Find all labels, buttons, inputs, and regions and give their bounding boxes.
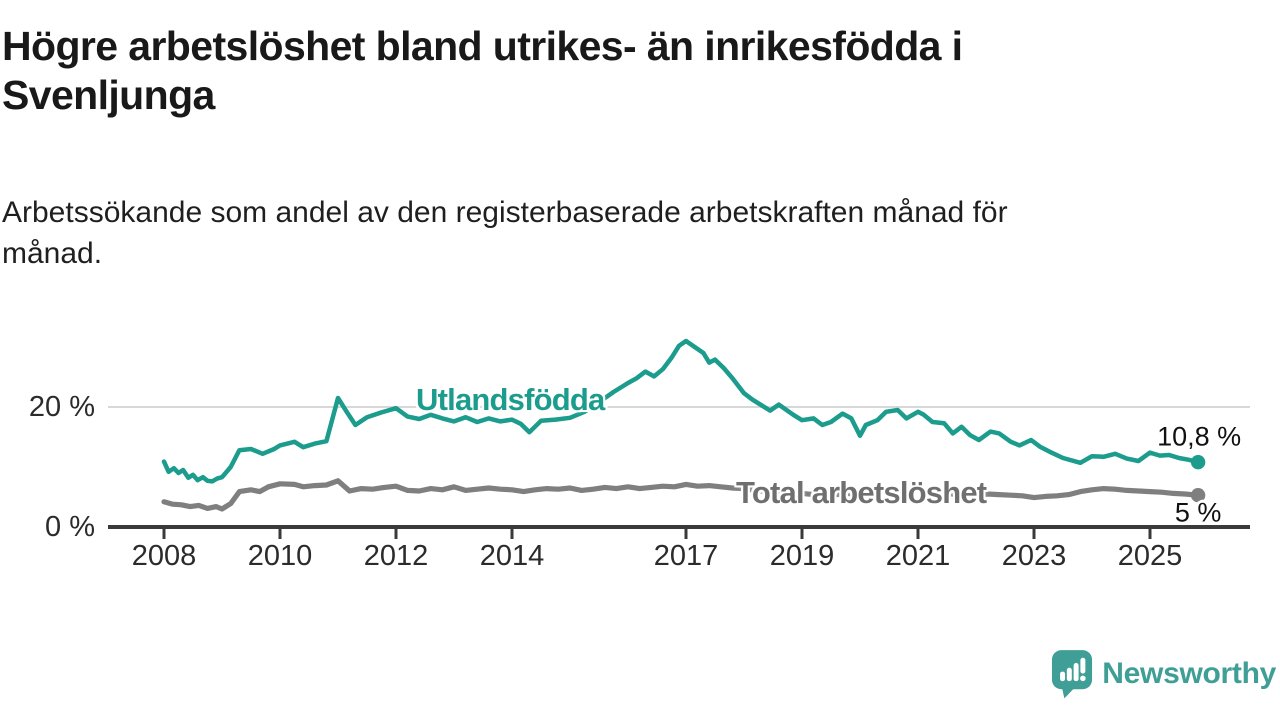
end-point-dot bbox=[1190, 455, 1206, 470]
chart-subtitle-line-2: månad. bbox=[2, 237, 103, 270]
x-tick-label: 2008 bbox=[131, 540, 197, 572]
chart-title: Högre arbetslöshet bland utrikes- än inr… bbox=[2, 22, 1272, 120]
y-tick-label: 20 % bbox=[28, 391, 95, 423]
chart-subtitle: Arbetssökande som andel av den registerb… bbox=[2, 192, 1272, 274]
chart-title-line-2: Svenljunga bbox=[2, 72, 215, 118]
line-total-arbetsloshet bbox=[161, 478, 1201, 512]
y-tick-label: 0 % bbox=[45, 511, 95, 543]
newsworthy-logo: Newsworthy bbox=[1051, 649, 1276, 699]
x-tick-label: 2023 bbox=[1001, 540, 1067, 572]
x-tick-label: 2019 bbox=[769, 540, 835, 572]
line-utlandsfodda bbox=[161, 338, 1201, 484]
end-value-label-total: 5 % bbox=[1174, 497, 1222, 528]
x-tick-label: 2021 bbox=[885, 540, 951, 572]
chart-title-line-1: Högre arbetslöshet bland utrikes- än inr… bbox=[2, 23, 963, 69]
end-value-label-utlandsfodda: 10,8 % bbox=[1157, 421, 1242, 452]
x-tick-label: 2025 bbox=[1117, 540, 1183, 572]
brand-name: Newsworthy bbox=[1102, 657, 1276, 690]
series-label-utlandsfodda: Utlandsfödda bbox=[416, 381, 605, 417]
x-tick-label: 2017 bbox=[653, 540, 719, 572]
x-tick-label: 2010 bbox=[247, 540, 313, 572]
x-tick-label: 2012 bbox=[363, 540, 429, 572]
chart-subtitle-line-1: Arbetssökande som andel av den registerb… bbox=[2, 196, 1008, 229]
newsworthy-logo-icon bbox=[1052, 650, 1093, 699]
series-label-total-arbetsloshet: Total arbetslöshet bbox=[736, 475, 987, 511]
x-tick-label: 2014 bbox=[479, 540, 545, 572]
